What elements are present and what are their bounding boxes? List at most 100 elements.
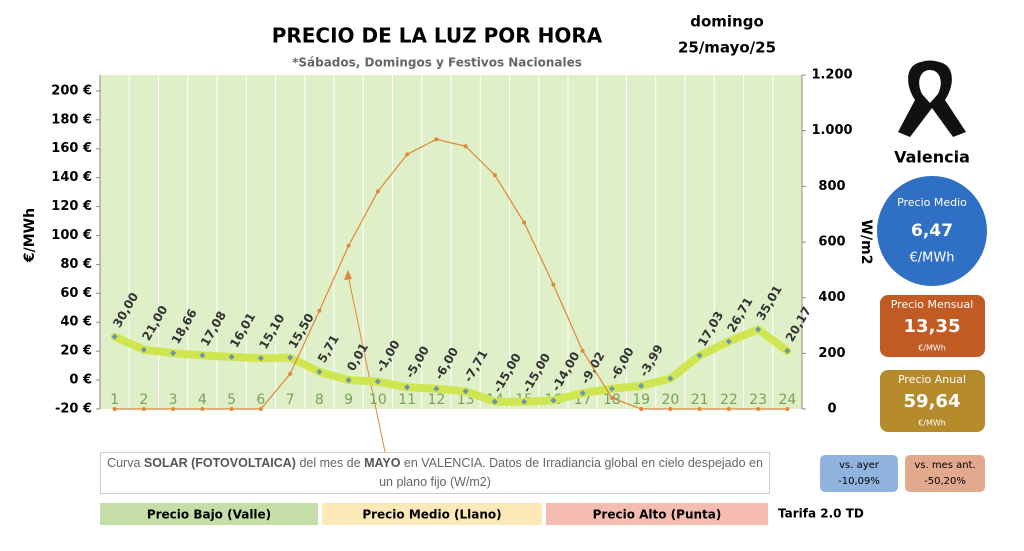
annotation-part: en VALENCIA. Datos de Irradiancia global… <box>379 456 763 489</box>
annotation-part: Curva <box>107 456 144 470</box>
solar-line <box>114 138 788 410</box>
annotation-arrow <box>347 274 386 453</box>
x-tick-label: 8 <box>315 392 324 408</box>
price-point <box>433 385 440 392</box>
price-point <box>257 355 264 362</box>
card-value: -10,09% <box>838 476 880 487</box>
card-unit: €/MWh <box>918 344 946 353</box>
y-tick-label: 180 € <box>51 112 92 127</box>
x-tick-label: 7 <box>286 392 295 408</box>
solar-point <box>317 308 322 313</box>
y-tick-label: 40 € <box>60 315 92 330</box>
y2-axis-label: W/m2 <box>858 220 874 265</box>
price-point <box>345 377 352 384</box>
x-tick-label: 4 <box>198 392 207 408</box>
x-tick-label: 5 <box>227 392 236 408</box>
y2-tick-label: 1.000 <box>811 123 852 138</box>
price-line <box>110 325 792 406</box>
chart-title: PRECIO DE LA LUZ POR HORA <box>272 24 603 48</box>
y-tick-label: -20 € <box>55 402 92 417</box>
solar-point <box>141 407 146 411</box>
month-card <box>880 295 985 357</box>
x-tick-label: 19 <box>632 392 650 408</box>
card-unit: €/MWh <box>918 419 946 428</box>
x-tick-label: 9 <box>344 392 353 408</box>
solar-point <box>726 407 731 411</box>
x-tick-label: 23 <box>749 392 767 408</box>
price-point <box>491 398 498 405</box>
price-point <box>579 390 586 397</box>
y-tick-label: 20 € <box>60 344 92 359</box>
vs-month-card <box>905 455 985 492</box>
annotation: Curva SOLAR (FOTOVOLTAICA) del mes de MA… <box>100 452 770 494</box>
price-point <box>374 378 381 385</box>
solar-point <box>639 407 644 411</box>
x-tick-label: 20 <box>661 392 679 408</box>
y2-tick-label: 200 <box>818 346 845 361</box>
solar-point <box>200 407 205 411</box>
y-tick-label: 200 € <box>51 83 92 98</box>
y-tick-label: 100 € <box>51 228 92 243</box>
card-value: 13,35 <box>904 316 961 337</box>
price-point <box>140 346 147 353</box>
solar-point <box>609 395 614 400</box>
avg-card <box>877 176 987 286</box>
y2-tick-label: 1.200 <box>811 68 852 83</box>
legend-text: Precio Alto (Punta) <box>593 508 722 522</box>
price-point <box>550 397 557 404</box>
y-tick-label: 120 € <box>51 199 92 214</box>
x-tick-label: 1 <box>110 392 119 408</box>
x-tick-label: 21 <box>691 392 709 408</box>
legend-valle <box>100 503 318 525</box>
y2-tick-label: 600 <box>818 235 845 250</box>
price-point <box>608 385 615 392</box>
y-tick-label: 140 € <box>51 170 92 185</box>
card-value: 59,64 <box>904 391 961 412</box>
city: Valencia <box>894 148 970 167</box>
card-title: vs. ayer <box>839 460 880 471</box>
solar-point <box>785 407 790 411</box>
y-tick-label: 0 € <box>69 373 92 388</box>
x-tick-label: 12 <box>427 392 445 408</box>
price-point <box>667 375 674 382</box>
x-tick-label: 2 <box>139 392 148 408</box>
solar-point <box>288 371 293 376</box>
price-point <box>199 352 206 359</box>
annotation-part: SOLAR (FOTOVOLTAICA) <box>143 456 296 470</box>
y2-tick-label: 400 <box>818 290 845 305</box>
solar-point <box>258 407 263 411</box>
solar-point <box>697 407 702 411</box>
x-tick-label: 18 <box>603 392 621 408</box>
solar-point <box>756 407 761 411</box>
solar-point <box>346 243 351 248</box>
card-value: 6,47 <box>911 221 953 241</box>
solar-point <box>522 220 527 225</box>
subtitle: *Sábados, Domingos y Festivos Nacionales <box>292 56 582 70</box>
card-title: Precio Mensual <box>891 298 974 311</box>
y2-tick-label: 800 <box>818 179 845 194</box>
solar-point <box>229 407 234 411</box>
vs-day-card <box>820 455 898 492</box>
x-tick-label: 3 <box>169 392 178 408</box>
legend-llano <box>322 503 542 525</box>
arrow-head <box>344 270 352 280</box>
price-point <box>638 382 645 389</box>
solar-point <box>405 152 410 157</box>
x-tick-label: 22 <box>720 392 738 408</box>
price-point <box>462 388 469 395</box>
x-tick-label: 10 <box>369 392 387 408</box>
legend-text: Precio Medio (Llano) <box>362 508 501 522</box>
x-tick-label: 6 <box>256 392 265 408</box>
year-card <box>880 370 985 432</box>
y-tick-label: 80 € <box>60 257 92 272</box>
y-tick-label: 60 € <box>60 286 92 301</box>
legend-text: Precio Bajo (Valle) <box>147 508 271 522</box>
solar-point <box>171 407 176 411</box>
solar-point <box>434 137 439 142</box>
annotation-part: MAYO <box>364 456 401 470</box>
price-point <box>521 398 528 405</box>
y2-tick-label: 0 <box>827 402 836 417</box>
solar-point <box>580 348 585 353</box>
